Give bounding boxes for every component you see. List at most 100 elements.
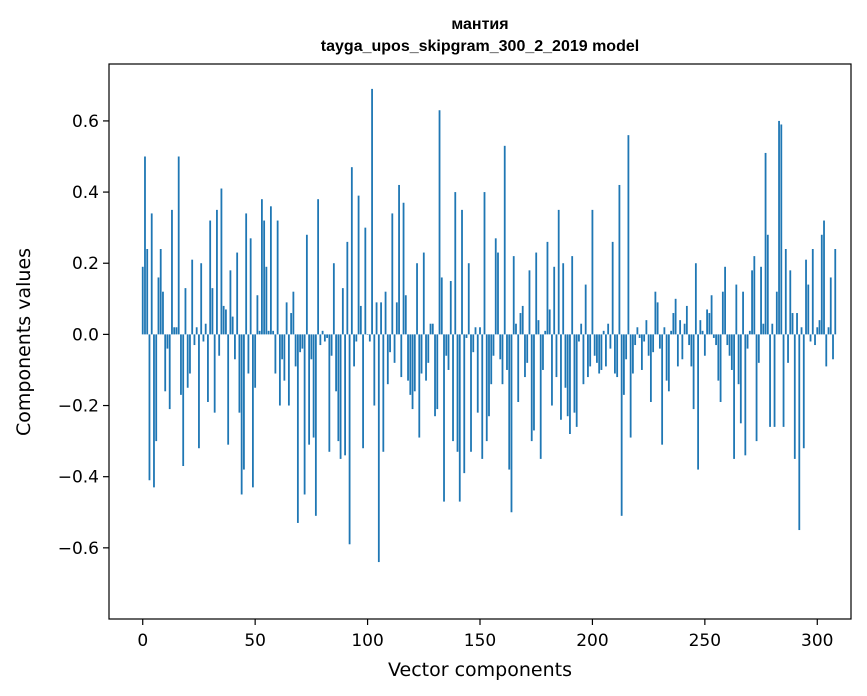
bar-72 [303,334,306,495]
bar-65 [287,334,290,406]
bar-214 [623,334,625,395]
bar-296 [807,284,810,335]
x-tick-label: 100 [351,631,383,651]
x-tick-label: 250 [689,631,721,651]
bar-90 [344,334,346,456]
bar-0 [141,266,144,335]
bar-291 [796,313,798,335]
bar-83 [328,334,331,452]
bar-259 [724,266,726,335]
bar-164 [510,334,513,513]
bar-8 [159,249,162,335]
bar-241 [683,323,686,335]
bar-176 [537,320,540,335]
x-tick-label: 300 [801,631,833,651]
bar-234 [667,334,670,392]
bar-243 [688,334,691,346]
bar-281 [773,334,776,427]
bar-26 [200,263,203,335]
bar-156 [492,334,495,356]
bar-104 [375,302,378,335]
bar-244 [690,334,693,367]
bar-154 [488,334,490,417]
bar-53 [261,199,263,335]
bar-278 [766,234,769,335]
bar-13 [171,209,173,335]
bar-143 [463,334,466,474]
bar-130 [434,334,436,417]
bar-116 [402,202,405,335]
bar-55 [265,266,268,335]
bar-157 [494,238,497,335]
bar-172 [528,270,531,335]
bars-group [141,88,837,563]
bar-2 [146,249,149,335]
bar-250 [703,334,706,356]
bar-260 [726,334,729,346]
bar-9 [162,291,164,335]
bar-27 [202,334,205,342]
bar-140 [456,334,459,452]
bar-40 [231,316,234,335]
bar-271 [751,270,753,335]
bar-6 [155,334,158,442]
bar-257 [719,334,722,402]
bar-286 [784,249,787,335]
bar-263 [733,334,735,459]
bar-186 [560,334,562,420]
bar-288 [789,270,792,335]
bar-240 [681,334,684,360]
bar-49 [252,334,254,488]
bar-138 [452,334,454,442]
bar-107 [382,334,385,452]
bar-132 [438,110,441,335]
bar-265 [737,334,740,385]
bar-44 [240,334,243,495]
bar-19 [184,288,187,335]
bar-131 [436,334,439,410]
bar-299 [814,334,816,346]
bar-212 [618,184,621,335]
bar-159 [499,334,502,360]
bar-93 [350,167,353,335]
bar-75 [310,334,313,360]
bar-181 [548,309,551,335]
bar-210 [614,334,616,374]
bar-192 [573,334,576,413]
bar-205 [602,330,605,335]
bar-14 [173,327,176,335]
bar-137 [449,281,452,335]
bar-113 [395,302,398,335]
bar-155 [490,334,493,385]
bar-238 [676,334,679,367]
bar-190 [569,334,571,434]
bar-169 [521,305,524,335]
bar-102 [371,88,373,335]
bar-171 [526,334,529,363]
bar-115 [400,334,403,378]
bar-22 [191,259,194,335]
bar-163 [508,334,511,470]
bar-80 [321,330,324,335]
bar-150 [479,327,481,335]
bar-268 [744,334,747,456]
bar-280 [771,323,774,335]
bar-283 [778,120,780,335]
bar-264 [735,284,738,335]
bar-153 [485,334,488,442]
bar-60 [276,220,279,335]
bar-275 [760,266,762,335]
bar-121 [413,334,416,392]
bar-233 [665,334,668,381]
bar-158 [497,252,499,335]
bar-225 [647,334,650,356]
bar-144 [465,334,468,338]
bar-34 [218,334,221,356]
bar-23 [193,334,196,346]
bar-165 [512,256,515,335]
bar-258 [721,291,724,335]
bar-255 [715,334,717,346]
x-tick-label: 150 [464,631,496,651]
y-tick-label: 0.0 [72,325,99,345]
bar-204 [600,334,603,370]
